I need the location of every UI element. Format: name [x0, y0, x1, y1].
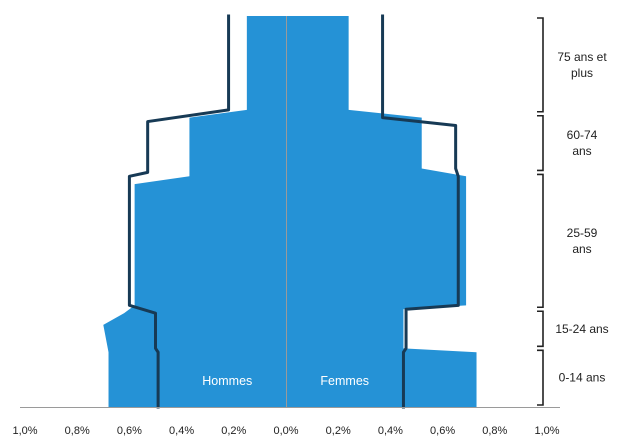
x-tick-label: 0,0%: [273, 425, 298, 437]
age-group-label: 60-74 ans: [567, 128, 598, 158]
x-tick-label: 0,6%: [117, 425, 142, 437]
age-group-label: 25-59 ans: [567, 226, 598, 256]
age-bracket: [537, 114, 544, 172]
age-group-label: 15-24 ans: [555, 322, 608, 336]
plot-area: [103, 14, 477, 409]
age-group-label: 0-14 ans: [559, 371, 606, 385]
x-axis-tick-labels: 1,0% 0,8% 0,6% 0,4% 0,2% 0,0% 0,2% 0,4% 0,6% 0,8%…: [12, 425, 559, 437]
age-bracket: [537, 349, 544, 406]
filled-population-area: [103, 16, 477, 407]
outline-femmes: [381, 14, 460, 409]
age-bracket: [537, 310, 544, 348]
x-tick-label: 1,0%: [12, 425, 37, 437]
x-tick-label: 0,8%: [65, 425, 90, 437]
side-label-femmes: Femmes: [320, 374, 369, 388]
x-tick-label: 0,2%: [221, 425, 246, 437]
outline-hommes: [127, 14, 231, 409]
age-bracket: [537, 173, 544, 309]
x-tick-label: 0,4%: [169, 425, 194, 437]
age-group-label: 75 ans et plus: [557, 50, 607, 80]
x-tick-label: 0,6%: [430, 425, 455, 437]
age-group-brackets: 0-14 ans 15-24 ans 25-59 ans 60-74 ans 75 ans …: [537, 17, 609, 406]
age-bracket: [537, 17, 544, 113]
x-tick-label: 0,4%: [378, 425, 403, 437]
x-tick-label: 1,0%: [534, 425, 559, 437]
x-tick-label: 0,8%: [482, 425, 507, 437]
x-tick-label: 0,2%: [326, 425, 351, 437]
side-label-hommes: Hommes: [202, 374, 252, 388]
